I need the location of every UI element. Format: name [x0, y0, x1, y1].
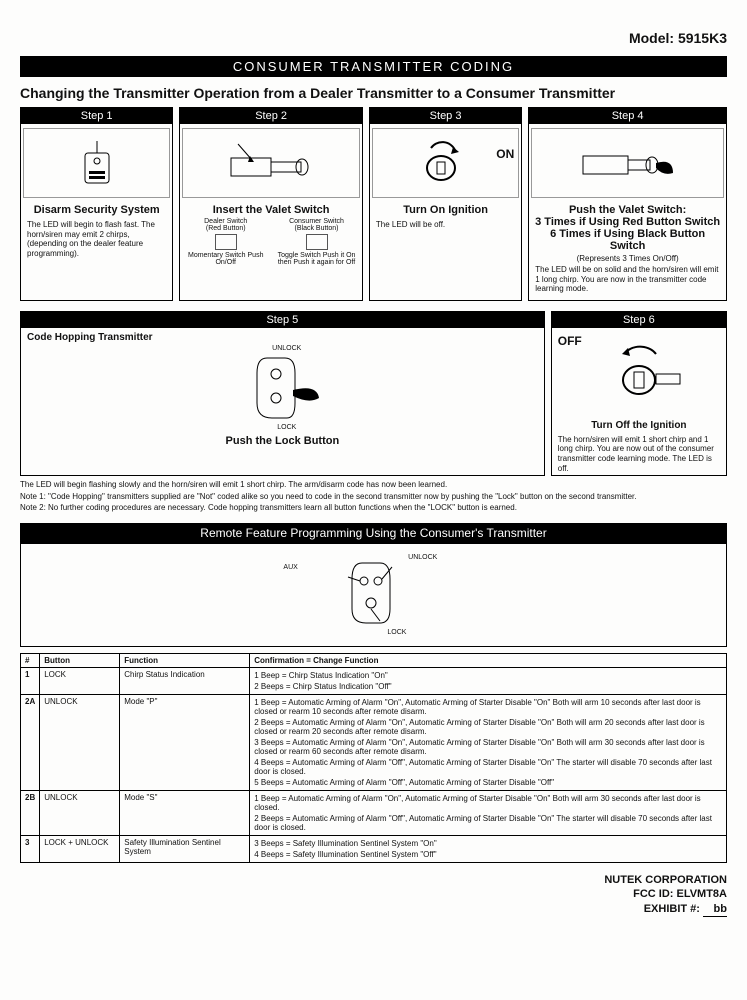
dealer-switch-label: Dealer Switch [180, 218, 271, 225]
step-header: Step 4 [529, 108, 726, 124]
lock-label: LOCK [387, 629, 406, 636]
step-header: Step 2 [180, 108, 362, 124]
th-function: Function [120, 653, 250, 667]
step-4: Step 4 Push the Valet Switch: 3 Times if… [528, 107, 727, 301]
unlock-label: UNLOCK [408, 554, 437, 561]
step-title: Disarm Security System [21, 202, 172, 218]
th-button: Button [40, 653, 120, 667]
lock-label: LOCK [277, 424, 296, 431]
exhibit-value: bb [703, 902, 727, 917]
step-header: Step 3 [370, 108, 521, 124]
step5-note1: Note 1: "Code Hopping" transmitters supp… [20, 492, 727, 502]
step-header: Step 6 [552, 312, 726, 328]
step-6-illustration: OFF [552, 328, 726, 418]
remote-box: AUX UNLOCK LOCK [20, 543, 727, 647]
step-1-illustration [23, 128, 170, 198]
step-1: Step 1 Disarm Security System The LED wi… [20, 107, 173, 301]
title-bar: CONSUMER TRANSMITTER CODING [20, 56, 727, 77]
step-title: Turn Off the Ignition [552, 418, 726, 433]
code-hopping-label: Code Hopping Transmitter [27, 332, 538, 343]
main-heading: Changing the Transmitter Operation from … [20, 85, 727, 101]
footer: NUTEK CORPORATION FCC ID: ELVMT8A EXHIBI… [20, 873, 727, 917]
remote-programming-bar: Remote Feature Programming Using the Con… [20, 523, 727, 543]
step-header: Step 1 [21, 108, 172, 124]
steps-row: Step 1 Disarm Security System The LED wi… [20, 107, 727, 301]
th-confirmation: Confirmation = Change Function [250, 653, 727, 667]
step-2: Step 2 Insert the Valet Switch Dealer Sw… [179, 107, 363, 301]
exhibit-label: EXHIBIT #: [644, 903, 700, 915]
step5-note2: Note 2: No further coding procedures are… [20, 503, 727, 513]
step-5-illustration: UNLOCK LOCK [27, 343, 538, 433]
momentary-label: Momentary Switch Push On/Off [180, 252, 271, 266]
step-3: Step 3 ON Turn On Ignition The LED will … [369, 107, 522, 301]
step-4-illustration [531, 128, 724, 198]
th-num: # [21, 653, 40, 667]
step-desc: The horn/siren will emit 1 short chirp a… [552, 433, 726, 475]
aux-label: AUX [283, 564, 297, 571]
table-row: 1LOCKChirp Status Indication1 Beep = Chi… [21, 667, 727, 694]
step-2-illustration [182, 128, 360, 198]
switch-labels: Dealer Switch (Red Button) Momentary Swi… [180, 218, 362, 266]
dealer-switch-sub: (Red Button) [180, 225, 271, 232]
on-label: ON [496, 147, 514, 161]
table-row: 2AUNLOCKMode "P"1 Beep = Automatic Armin… [21, 694, 727, 790]
off-label: OFF [558, 334, 582, 348]
unlock-label: UNLOCK [272, 345, 301, 352]
step5-6-row: Step 5 Code Hopping Transmitter UNLOCK L… [20, 311, 727, 476]
step-3-illustration: ON [372, 128, 519, 198]
step-desc: The LED will be off. [370, 218, 521, 232]
remote-illustration: AUX UNLOCK LOCK [27, 550, 720, 640]
step-title: Push the Valet Switch: 3 Times if Using … [529, 202, 726, 254]
consumer-switch-icon [306, 234, 328, 250]
dealer-switch-icon [215, 234, 237, 250]
step5-desc: The LED will begin flashing slowly and t… [20, 480, 727, 490]
consumer-switch-sub: (Black Button) [271, 225, 362, 232]
company-name: NUTEK CORPORATION [20, 873, 727, 887]
table-row: 2BUNLOCKMode "S"1 Beep = Automatic Armin… [21, 790, 727, 835]
step-subtitle: (Represents 3 Times On/Off) [529, 254, 726, 263]
step5-notes: The LED will begin flashing slowly and t… [20, 480, 727, 513]
step-desc: The LED will be on solid and the horn/si… [529, 263, 726, 296]
step-header: Step 5 [21, 312, 544, 328]
fcc-id: FCC ID: ELVMT8A [20, 887, 727, 901]
consumer-switch-label: Consumer Switch [271, 218, 362, 225]
step-desc: The LED will begin to flash fast. The ho… [21, 218, 172, 260]
step-5: Step 5 Code Hopping Transmitter UNLOCK L… [20, 311, 545, 476]
model-label: Model: 5915K3 [20, 30, 727, 46]
table-row: 3LOCK + UNLOCKSafety Illumination Sentin… [21, 835, 727, 862]
toggle-label: Toggle Switch Push it On then Push it ag… [271, 252, 362, 266]
step-title: Turn On Ignition [370, 202, 521, 218]
step-title: Insert the Valet Switch [180, 202, 362, 218]
exhibit-line: EXHIBIT #: bb [20, 902, 727, 917]
step-title: Push the Lock Button [27, 433, 538, 449]
step-6: Step 6 OFF Turn Off the Ignition The hor… [551, 311, 727, 476]
function-table: # Button Function Confirmation = Change … [20, 653, 727, 863]
